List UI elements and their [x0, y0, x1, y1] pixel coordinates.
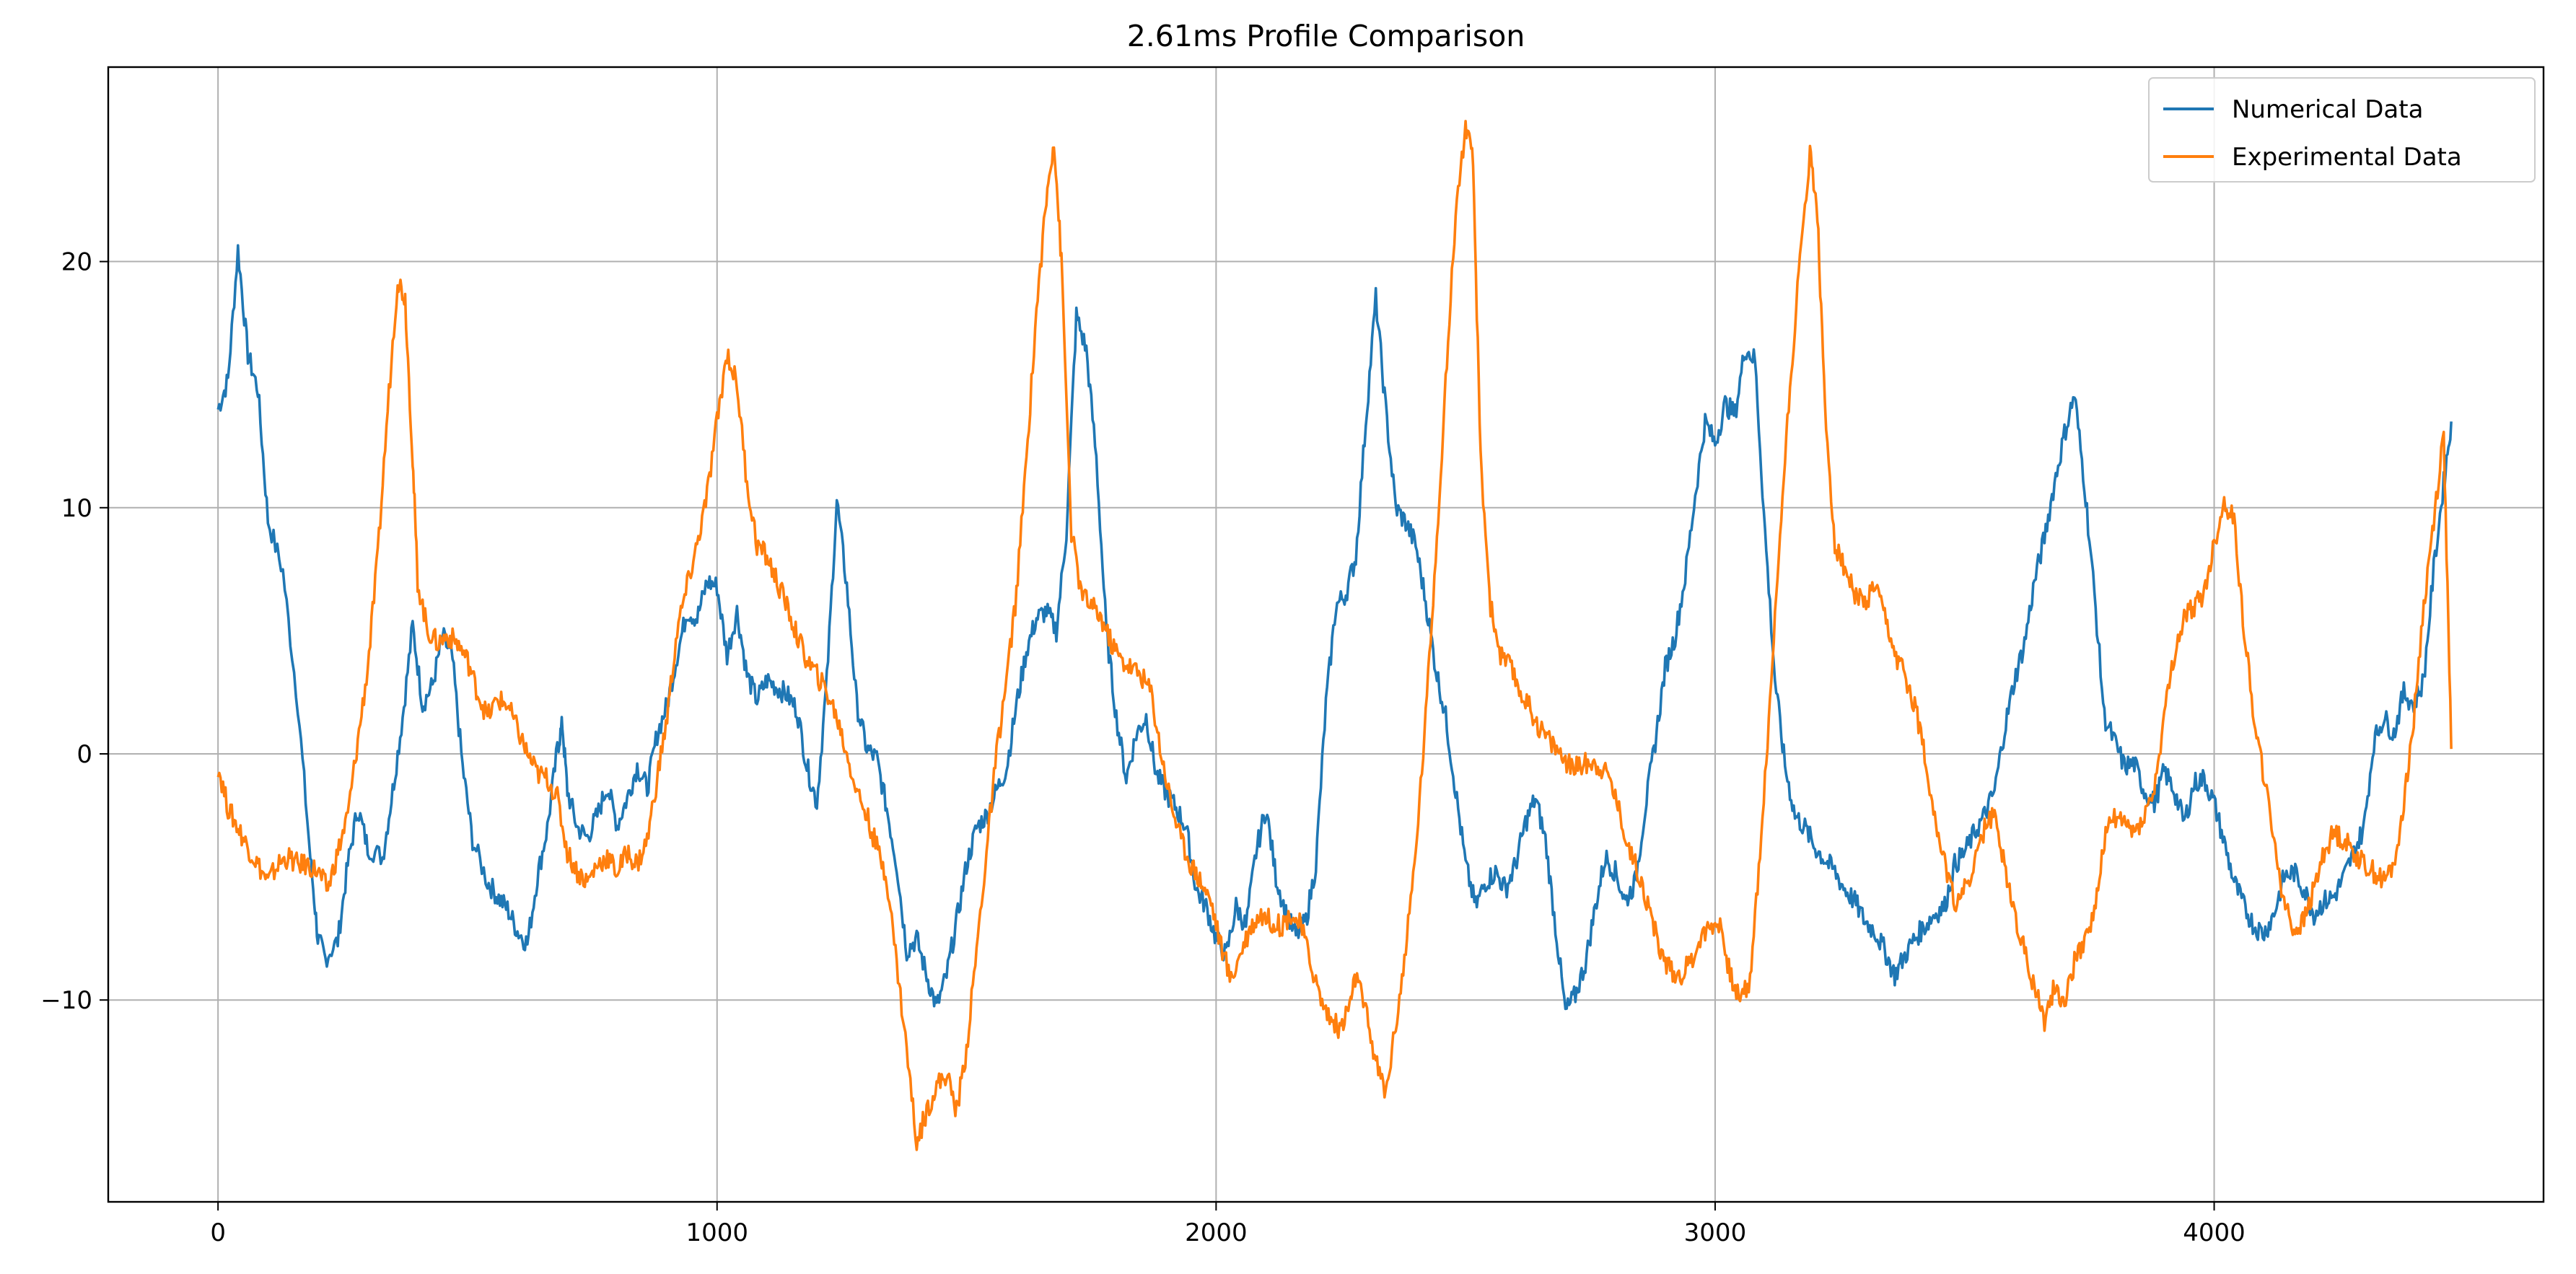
chart-title: 2.61ms Profile Comparison: [1127, 19, 1525, 53]
x-tick-label: 0: [210, 1218, 226, 1247]
grid-lines: [108, 67, 2544, 1202]
series-line-experimental-data: [216, 120, 2453, 1151]
y-tick-label: −10: [40, 986, 92, 1015]
y-tick-label: 10: [61, 494, 92, 523]
y-tick-label: 0: [76, 740, 92, 769]
x-tick-label: 3000: [1684, 1218, 1747, 1247]
x-tick-label: 2000: [1185, 1218, 1248, 1247]
legend: Numerical Data Experimental Data: [2148, 77, 2536, 183]
plot-area-frame: [107, 66, 2545, 1203]
series-layer: [216, 120, 2453, 1151]
series-line-numerical-data: [216, 244, 2453, 1011]
axis-ticks: 0 1000 2000 3000 4000 −10 0 10 20: [40, 248, 2246, 1247]
y-tick-label: 20: [61, 248, 92, 277]
legend-box: [2148, 77, 2536, 183]
legend-label: Experimental Data: [2232, 143, 2462, 172]
x-tick-label: 4000: [2183, 1218, 2246, 1247]
legend-label: Numerical Data: [2232, 95, 2423, 124]
x-tick-label: 1000: [685, 1218, 748, 1247]
